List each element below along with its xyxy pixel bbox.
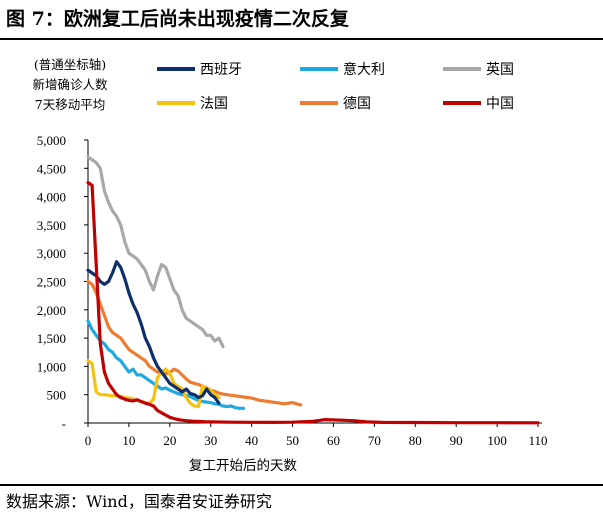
x-tick-label: 70: [368, 433, 381, 448]
x-tick-labels: 0 10 20 30 40 50 60 70 80 90 100 110: [85, 433, 548, 448]
legend-item: 西班牙: [157, 62, 242, 78]
y-tick-label: -: [62, 416, 66, 431]
y-tick-label: 3,500: [37, 218, 66, 233]
x-axis-label: 复工开始后的天数: [189, 457, 297, 474]
x-tick-label: 90: [450, 433, 463, 448]
x-tick-label: 110: [528, 433, 547, 448]
series-line: [86, 155, 225, 349]
y-tick-label: 4,000: [37, 190, 66, 205]
series-line: [86, 260, 221, 405]
y-tick-label: 1,000: [37, 359, 66, 374]
title-rule: [0, 38, 603, 40]
series-line: [86, 279, 303, 407]
footer-rule: [0, 484, 603, 486]
legend-label: 德国: [343, 96, 371, 112]
y-axis-label-line: (普通坐标轴): [34, 57, 106, 72]
x-tick-label: 60: [327, 433, 340, 448]
y-tick-label: 4,500: [37, 161, 66, 176]
legend-item: 法国: [157, 96, 228, 112]
y-axis-label: (普通坐标轴) 新增确诊人数 7天移动平均: [32, 57, 108, 112]
x-tick-label: 40: [245, 433, 258, 448]
legend-label: 中国: [486, 96, 514, 112]
y-tick-label: 500: [47, 388, 67, 403]
legend-item: 中国: [443, 96, 514, 112]
series-line: [86, 359, 221, 409]
legend-label: 西班牙: [200, 62, 242, 78]
x-tick-label: 50: [286, 433, 299, 448]
source-note: 数据来源：Wind，国泰君安证券研究: [6, 492, 272, 511]
series-lines: [86, 155, 540, 425]
legend-item: 德国: [300, 96, 371, 112]
y-tick-label: 3,000: [37, 246, 66, 261]
legend-item: 英国: [443, 61, 514, 78]
series-line: [86, 180, 540, 425]
series-line: [86, 319, 246, 410]
y-tick-label: 5,000: [37, 133, 66, 148]
x-tick-label: 20: [163, 433, 176, 448]
x-tick-label: 30: [204, 433, 217, 448]
legend-item: 意大利: [300, 61, 385, 78]
y-axis-label-line: 7天移动平均: [35, 97, 105, 112]
x-tick-label: 100: [487, 433, 507, 448]
y-axis-label-line: 新增确诊人数: [32, 77, 108, 92]
y-tick-label: 2,000: [37, 303, 66, 318]
x-tick-label: 10: [122, 433, 135, 448]
y-tick-label: 1,500: [37, 331, 66, 346]
legend-label: 意大利: [343, 61, 385, 78]
y-tick-label: 2,500: [37, 275, 66, 290]
figure-title: 图 7：欧洲复工后尚未出现疫情二次反复: [6, 8, 349, 30]
y-tick-labels: 5,000 4,500 4,000 3,500 3,000 2,500 2,000 1,500…: [37, 133, 66, 431]
x-tick-label: 0: [85, 433, 92, 448]
legend-label: 法国: [200, 96, 228, 112]
x-tick-label: 80: [409, 433, 422, 448]
legend-label: 英国: [486, 61, 514, 78]
